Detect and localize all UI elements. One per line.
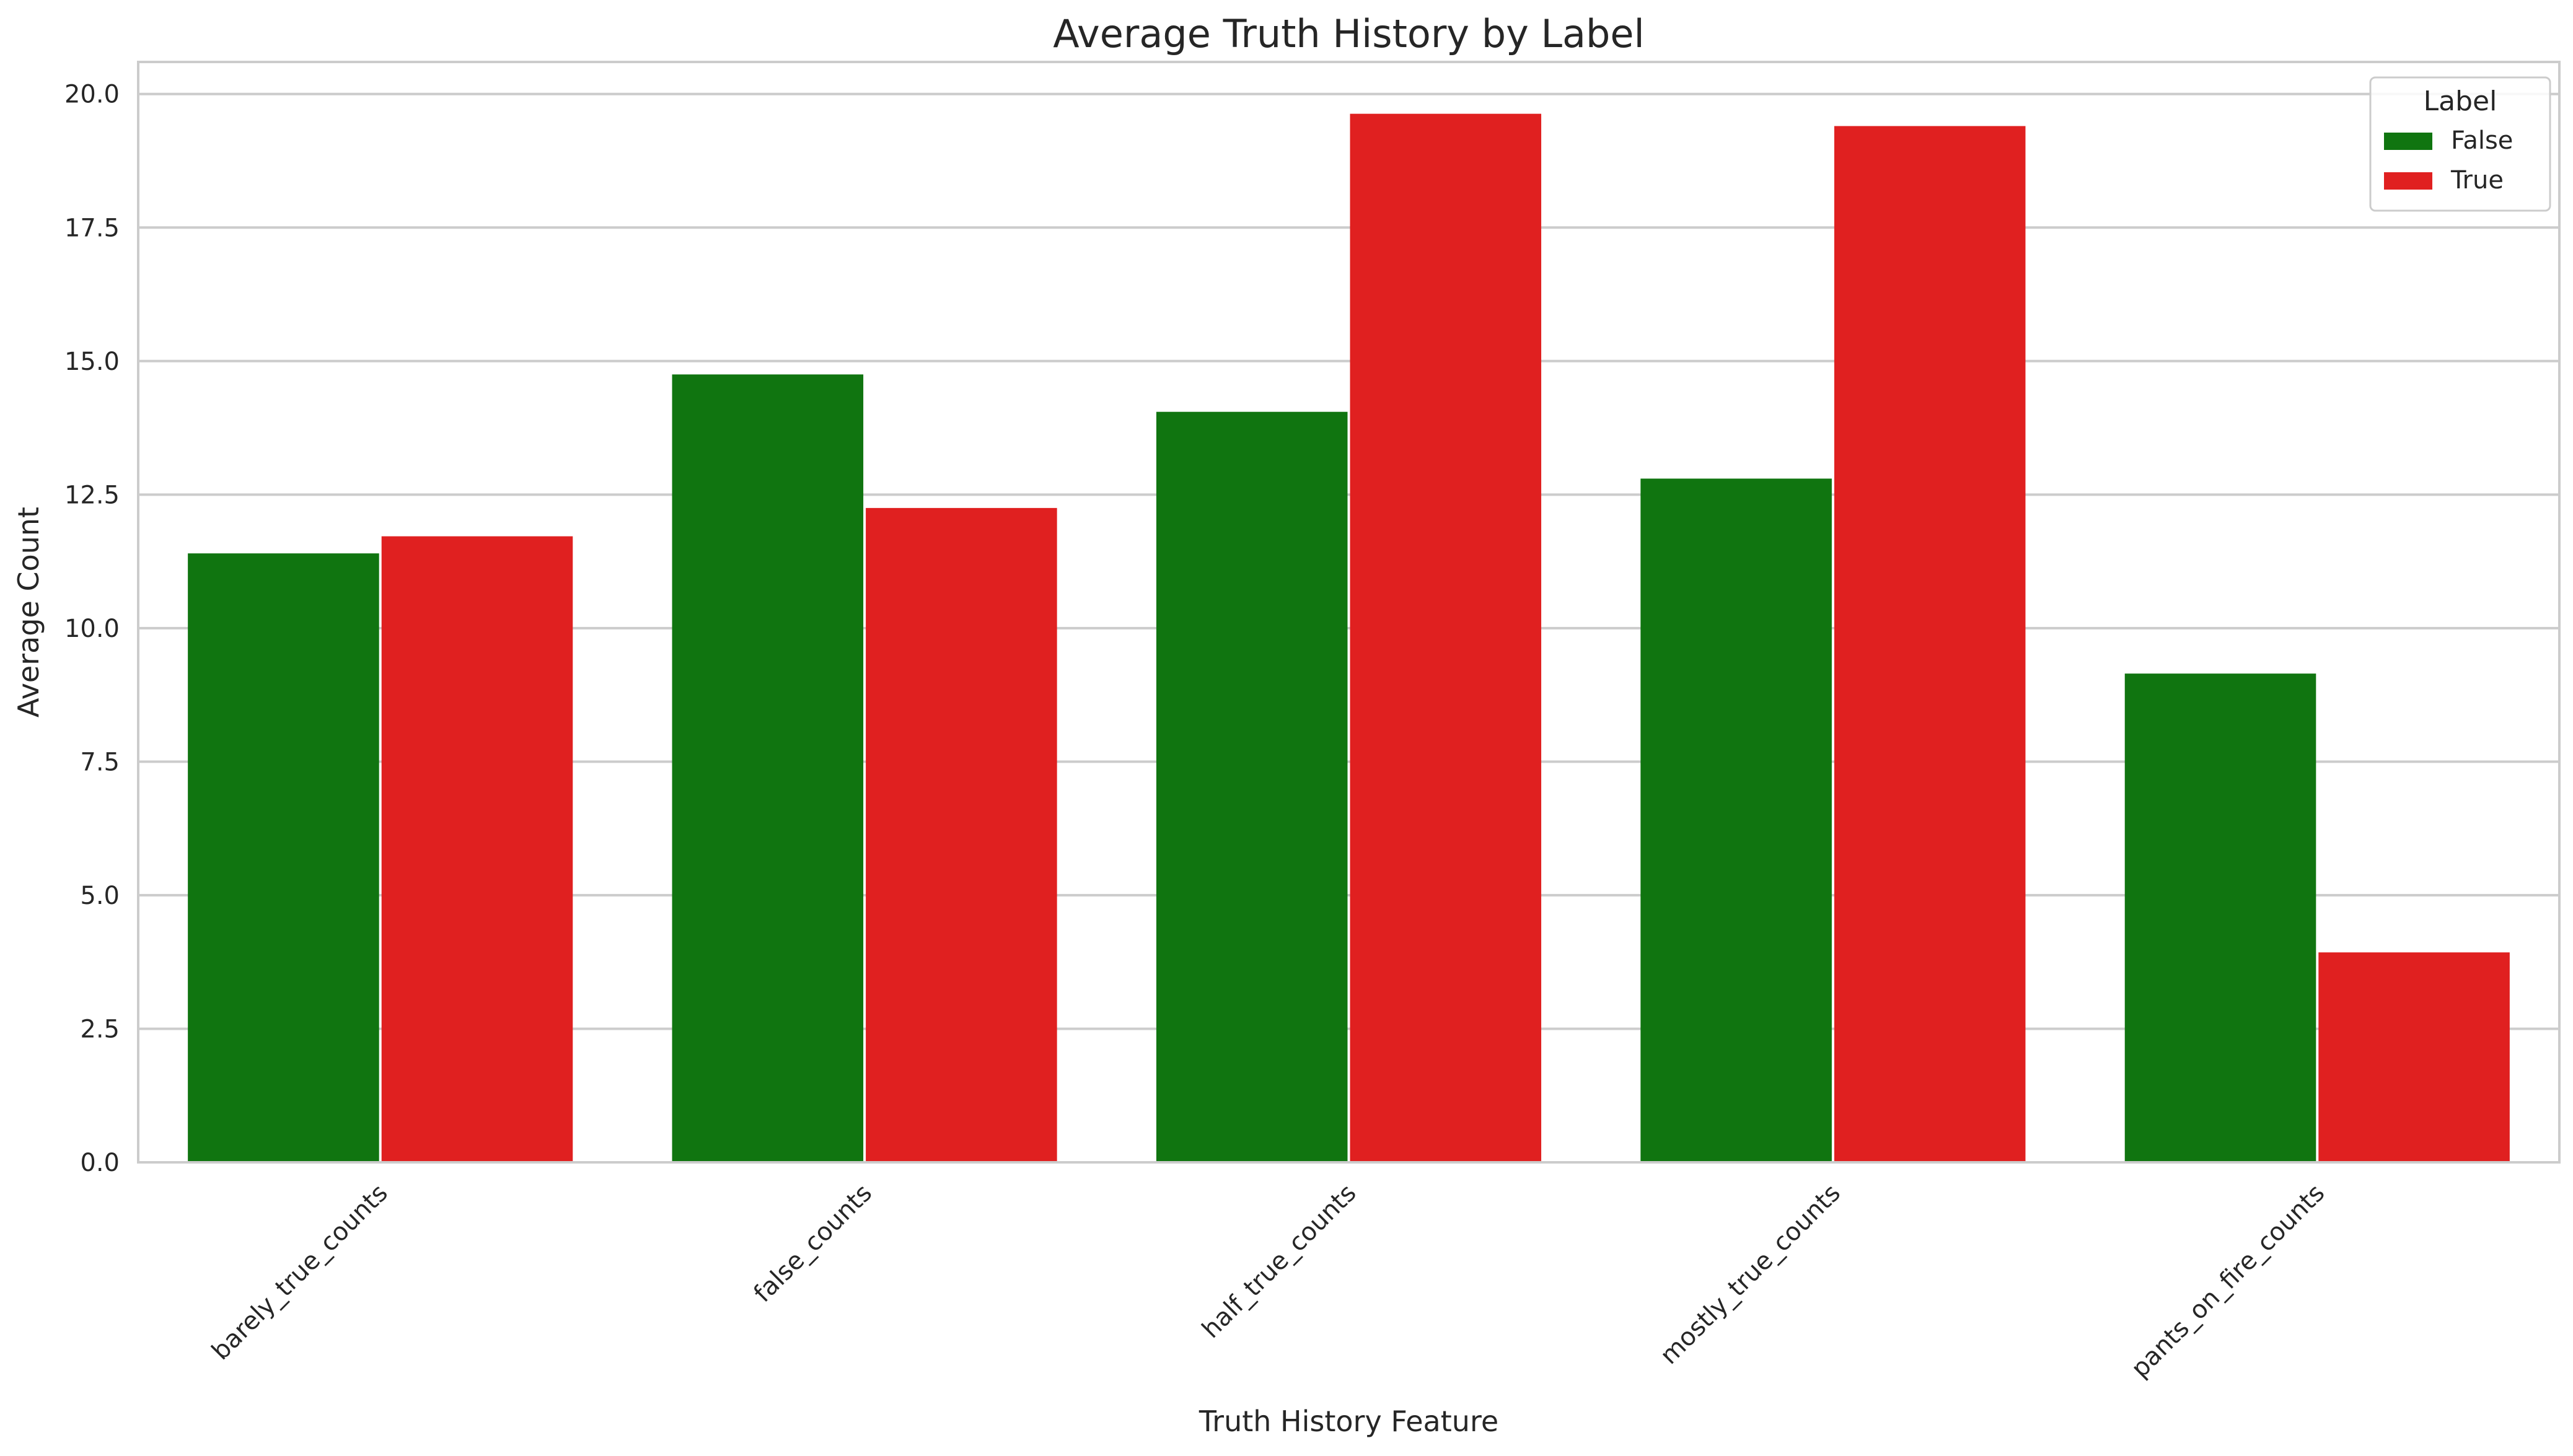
bar-false-mostly_true_counts <box>1640 478 1832 1162</box>
bar-true-pants_on_fire_counts <box>2318 952 2510 1162</box>
bar-true-half_true_counts <box>1350 113 1542 1162</box>
plot-frame <box>137 61 2561 1164</box>
legend-label-true: True <box>2450 166 2504 195</box>
x-tick-label: barely_true_counts <box>206 1179 394 1366</box>
y-tick-label: 10.0 <box>64 615 120 643</box>
bar-true-barely_true_counts <box>381 536 573 1162</box>
chart-title: Average Truth History by Label <box>1053 11 1644 56</box>
legend-items: False True <box>2384 126 2513 195</box>
bar-false-half_true_counts <box>1156 411 1348 1163</box>
legend-swatch-true <box>2384 172 2432 190</box>
legend-title: Label <box>2424 86 2497 117</box>
bar-false-false_counts <box>672 374 864 1162</box>
y-axis-title: Average Count <box>12 507 45 717</box>
bar-false-barely_true_counts <box>188 553 379 1162</box>
y-tick-labels: 0.0 2.5 5.0 7.5 10.0 12.5 15.0 17.5 20.0 <box>64 81 120 1177</box>
x-tick-label: mostly_true_counts <box>1655 1179 1846 1370</box>
bars <box>188 113 2510 1163</box>
bar-false-pants_on_fire_counts <box>2124 673 2316 1162</box>
x-tick-label: false_counts <box>749 1179 877 1308</box>
y-tick-label: 15.0 <box>64 348 120 376</box>
legend: Label False True <box>2369 76 2551 212</box>
y-tick-label: 17.5 <box>64 214 120 242</box>
legend-label-false: False <box>2451 126 2513 155</box>
bar-true-mostly_true_counts <box>1834 126 2026 1163</box>
x-tick-label: pants_on_fire_counts <box>2126 1179 2330 1384</box>
y-tick-label: 5.0 <box>80 882 120 910</box>
x-tick-label: half_true_counts <box>1197 1179 1361 1344</box>
x-axis-title: Truth History Feature <box>1199 1405 1498 1438</box>
x-tick-labels: barely_true_counts false_counts half_true_… <box>206 1179 2330 1384</box>
y-tick-label: 7.5 <box>80 748 120 776</box>
y-tick-label: 0.0 <box>80 1149 120 1177</box>
y-tick-label: 12.5 <box>64 481 120 509</box>
bar-true-false_counts <box>866 507 1057 1162</box>
y-tick-label: 2.5 <box>80 1015 120 1043</box>
y-tick-label: 20.0 <box>64 81 120 109</box>
legend-swatch-false <box>2384 133 2432 150</box>
